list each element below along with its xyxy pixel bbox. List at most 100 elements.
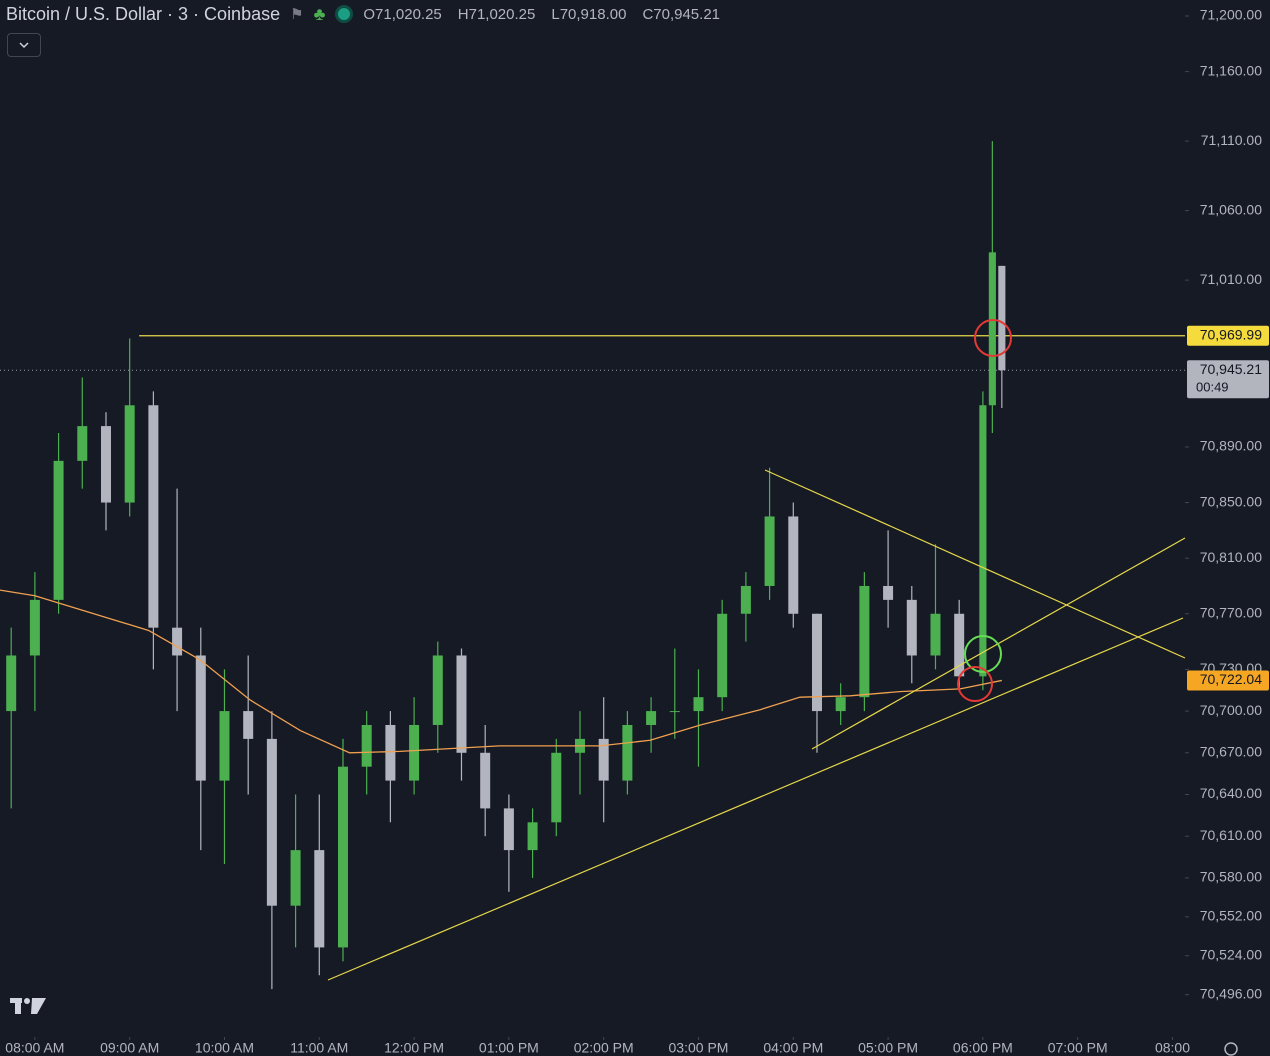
x-tick-label: 10:00 AM [195, 1040, 254, 1056]
settings-icon[interactable] [1224, 1042, 1238, 1056]
candle-body [77, 426, 88, 461]
trend-line [764, 469, 1186, 659]
candle-body [314, 850, 325, 948]
candle-body [883, 585, 894, 600]
level-label-text: 70,969.99 [1200, 326, 1262, 342]
chevron [19, 42, 29, 49]
collapse-button[interactable] [7, 33, 41, 57]
y-tick-label: 70,670.00 [1200, 743, 1262, 759]
candle-body [598, 738, 609, 781]
candle-body [290, 850, 301, 906]
ohlc-low: L70,918.00 [551, 5, 627, 23]
candle-body [835, 697, 846, 712]
candle-body [172, 627, 183, 656]
y-tick-label: 71,160.00 [1200, 62, 1262, 78]
ma-label-box [1187, 670, 1269, 691]
candle-body [385, 724, 396, 781]
x-tick-label: 04:00 PM [763, 1040, 823, 1056]
candle-body [764, 516, 775, 586]
y-tick-label: 70,580.00 [1200, 869, 1262, 885]
header: Bitcoin / U.S. Dollar · 3 · Coinbase ⚑ ♣… [6, 2, 726, 26]
symbol-title: Bitcoin / U.S. Dollar · 3 · Coinbase [6, 3, 281, 24]
y-tick-label: 70,496.00 [1200, 985, 1262, 1001]
drawings [327, 319, 1186, 981]
candle-body [717, 613, 728, 698]
candle-body [646, 711, 657, 725]
candle-body [456, 655, 467, 753]
candle-body [811, 613, 822, 712]
x-tick-label: 08:00 AM [5, 1040, 64, 1056]
marker-circle [974, 319, 1012, 357]
candle-body [29, 599, 40, 656]
candle-body [53, 460, 64, 600]
candle-body [148, 405, 159, 628]
ohlc-close: C70,945.21 [642, 5, 721, 23]
candle-body [480, 752, 491, 809]
x-tick-label: 03:00 PM [669, 1040, 729, 1056]
candles [6, 141, 1006, 990]
candle-body [195, 655, 206, 781]
candle-body [124, 405, 135, 503]
moving-average [0, 589, 1002, 754]
x-tick-label: 07:00 PM [1048, 1040, 1108, 1056]
price-scale: 71,200.00 71,160.00 71,110.00 71,060.00 71,0… [5, 7, 1269, 1056]
candle-body [503, 808, 514, 851]
candle-body [266, 738, 277, 906]
countdown: 00:49 [1196, 380, 1229, 395]
candle-body [954, 613, 965, 677]
candle-body [337, 766, 348, 948]
y-tick-label: 70,770.00 [1200, 604, 1262, 620]
y-tick-label: 71,060.00 [1200, 201, 1262, 217]
y-tick-label: 71,110.00 [1201, 132, 1262, 148]
candle-body [988, 252, 996, 406]
trend-line [327, 617, 1184, 981]
candle-body [906, 599, 917, 656]
x-tick-label: 06:00 PM [953, 1040, 1013, 1056]
flag-icon[interactable]: ⚑ [290, 6, 304, 23]
status-dot [335, 5, 354, 23]
candle-body [527, 822, 538, 851]
marker-circle [957, 666, 993, 702]
x-tick-label: 11:00 AM [290, 1040, 348, 1056]
candle-body [740, 585, 751, 614]
ohlc-open: O71,020.25 [363, 5, 442, 23]
y-tick-label: 70,524.00 [1200, 946, 1262, 962]
y-tick-label: 70,850.00 [1200, 493, 1262, 509]
candle-body [409, 724, 420, 781]
candle-body [788, 516, 799, 614]
x-tick-label: 02:00 PM [574, 1040, 634, 1056]
candle-body [432, 655, 443, 725]
candle-body [998, 265, 1006, 371]
x-tick-label: 12:00 PM [384, 1040, 444, 1056]
y-tick-label: 71,010.00 [1200, 271, 1262, 287]
last-price-text: 70,945.21 [1200, 361, 1262, 377]
x-tick-label: 05:00 PM [858, 1040, 918, 1056]
y-tick-label: 70,700.00 [1200, 702, 1262, 718]
y-tick-label: 70,810.00 [1200, 549, 1262, 565]
candle-body [243, 711, 254, 739]
y-tick-label: 70,610.00 [1200, 827, 1262, 843]
candle-body [100, 426, 111, 503]
level-label-box [1187, 325, 1269, 346]
candle-body [361, 724, 372, 767]
candle-body [930, 613, 941, 656]
candle-body [6, 655, 17, 712]
y-tick-label: 71,200.00 [1200, 7, 1262, 23]
y-tick-label: 70,552.00 [1200, 908, 1262, 924]
candle-body [219, 711, 230, 781]
clover-icon[interactable]: ♣ [313, 3, 326, 24]
x-tick-label: 01:00 PM [479, 1040, 539, 1056]
candle-body [859, 585, 870, 698]
x-tick-label: 08:00 [1155, 1040, 1190, 1056]
candle-body [622, 724, 633, 781]
candle-body [693, 697, 704, 712]
last-price-box [1187, 360, 1269, 399]
x-tick-label: 09:00 AM [100, 1040, 159, 1056]
candle-body [979, 405, 987, 677]
y-tick-label: 70,890.00 [1200, 438, 1262, 454]
marker-circle [964, 635, 1002, 673]
ma-label-text: 70,722.04 [1200, 671, 1262, 687]
y-tick-label: 70,640.00 [1200, 785, 1262, 801]
